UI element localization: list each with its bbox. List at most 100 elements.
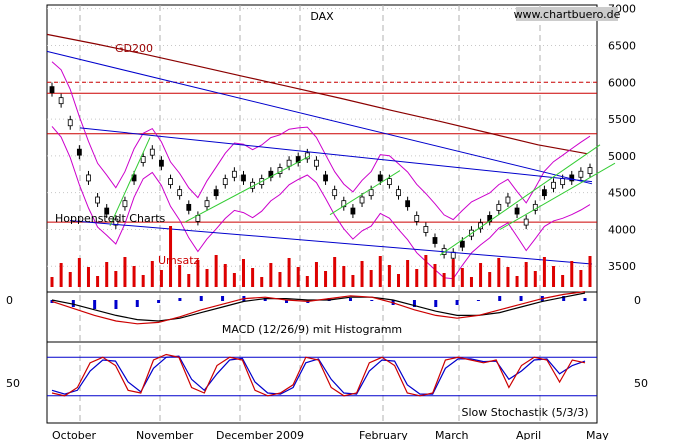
macd-histogram-bar bbox=[71, 300, 75, 307]
turnover-bar bbox=[497, 258, 501, 287]
price-candle-body bbox=[514, 207, 520, 215]
price-candle-body bbox=[386, 178, 392, 186]
turnover-bar bbox=[196, 260, 200, 287]
turnover-bar bbox=[86, 267, 90, 287]
turnover-bar bbox=[50, 277, 54, 287]
turnover-bar bbox=[305, 276, 309, 287]
turnover-bar bbox=[59, 263, 63, 287]
price-candle-body bbox=[177, 189, 183, 197]
price-candle-body bbox=[423, 226, 429, 233]
turnover-bar bbox=[561, 275, 565, 287]
price-candle-body bbox=[168, 178, 173, 186]
x-tick-label: December bbox=[216, 429, 274, 440]
turnover-bar bbox=[251, 268, 255, 287]
turnover-bar bbox=[223, 264, 227, 287]
turnover-bar bbox=[96, 276, 100, 287]
gd200-line bbox=[46, 33, 588, 155]
turnover-bar bbox=[488, 272, 492, 287]
y-tick-label: 5000 bbox=[608, 150, 636, 163]
stochastic-k-line bbox=[51, 353, 586, 397]
price-candle-body bbox=[459, 240, 465, 248]
price-candle-body bbox=[231, 170, 237, 178]
price-candle-body bbox=[505, 196, 511, 204]
turnover-bar bbox=[114, 271, 118, 287]
price-candle-body bbox=[67, 119, 73, 127]
macd-histogram-bar bbox=[370, 300, 374, 301]
stochastic-y-tick-label: 50 bbox=[634, 377, 648, 390]
turnover-bar bbox=[451, 259, 455, 287]
source-text: www.chartbuero.de bbox=[514, 8, 621, 21]
price-candle-body bbox=[359, 196, 365, 204]
turnover-bar bbox=[387, 265, 391, 287]
turnover-bar bbox=[278, 272, 282, 287]
turnover-bar bbox=[178, 265, 182, 287]
price-candle-body bbox=[49, 86, 55, 94]
turnover-bar bbox=[232, 273, 236, 287]
turnover-bar bbox=[460, 268, 464, 287]
price-candle-body bbox=[414, 215, 420, 222]
uptrend-line bbox=[109, 137, 151, 226]
chart-title: DAX bbox=[310, 10, 334, 23]
trend-channel-line bbox=[69, 220, 593, 265]
macd-panel bbox=[50, 291, 587, 325]
price-candle-body bbox=[113, 218, 119, 226]
turnover-bar bbox=[260, 277, 264, 287]
price-candle-body bbox=[323, 174, 328, 182]
price-candle-body bbox=[186, 203, 192, 211]
macd-histogram-bar bbox=[583, 298, 587, 301]
turnover-bar bbox=[360, 261, 364, 287]
price-candle-body bbox=[104, 207, 110, 215]
turnover-bar bbox=[351, 275, 355, 287]
price-candle-body bbox=[76, 148, 82, 156]
turnover-bar bbox=[269, 263, 273, 287]
price-candle-body bbox=[368, 189, 374, 197]
turnover-bar bbox=[479, 263, 483, 287]
price-candle-body bbox=[341, 200, 347, 208]
price-candle-body bbox=[86, 174, 91, 182]
y-tick-label: 5500 bbox=[608, 113, 636, 126]
macd-histogram-bar bbox=[519, 296, 523, 301]
upper-band-line bbox=[51, 61, 591, 221]
macd-histogram-bar bbox=[157, 300, 161, 303]
macd-histogram-bar bbox=[178, 298, 182, 301]
turnover-bar bbox=[77, 258, 81, 287]
price-candle-body bbox=[286, 159, 292, 167]
price-candle-body bbox=[405, 200, 411, 208]
turnover-bar bbox=[524, 262, 528, 287]
macd-histogram-bar bbox=[285, 300, 289, 303]
turnover-bar bbox=[433, 264, 437, 287]
turnover-bar bbox=[570, 261, 574, 287]
price-candle-body bbox=[542, 189, 547, 197]
y-tick-label: 3500 bbox=[608, 260, 636, 273]
trend-channel-line bbox=[46, 50, 593, 185]
turnover-bar bbox=[150, 261, 154, 287]
macd-histogram-bar bbox=[221, 296, 225, 301]
turnover-bar bbox=[506, 267, 510, 287]
turnover-bar bbox=[159, 270, 163, 287]
credit-text: Hoppenstedt Charts bbox=[55, 212, 166, 225]
turnover-bar bbox=[214, 255, 218, 287]
y-tick-label: 4000 bbox=[608, 223, 636, 236]
turnover-bar bbox=[442, 273, 446, 287]
axes: October November December 2009 February March… bbox=[6, 3, 648, 440]
price-candle-body bbox=[241, 174, 246, 182]
turnover-bar bbox=[369, 270, 373, 287]
price-candle-body bbox=[377, 174, 383, 182]
turnover-bar bbox=[333, 257, 337, 287]
price-candle-body bbox=[204, 200, 210, 208]
turnover-bar bbox=[397, 274, 401, 287]
plot-frame bbox=[46, 4, 598, 424]
price-candle-body bbox=[222, 178, 228, 186]
moving-average-label: GD200 bbox=[115, 42, 153, 55]
macd-histogram-bar bbox=[455, 300, 459, 305]
uptrend-line bbox=[499, 162, 616, 230]
turnover-bar bbox=[205, 269, 209, 287]
price-candle-body bbox=[432, 237, 438, 244]
price-candle-body bbox=[149, 148, 155, 156]
stochastic-y-tick-label: 50 bbox=[6, 377, 20, 390]
turnover-bar bbox=[141, 275, 145, 287]
turnover-bar bbox=[406, 260, 410, 287]
grid bbox=[47, 5, 597, 423]
macd-histogram-bar bbox=[263, 298, 267, 301]
